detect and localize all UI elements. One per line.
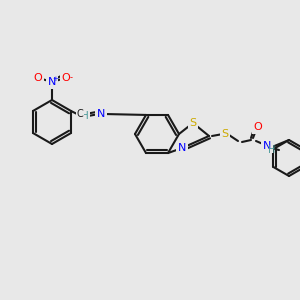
Text: O: O xyxy=(34,73,42,83)
Text: H: H xyxy=(268,145,276,155)
Text: H: H xyxy=(81,111,89,121)
Text: -: - xyxy=(70,74,73,82)
Text: O: O xyxy=(61,73,70,83)
Text: S: S xyxy=(221,129,229,139)
Text: C: C xyxy=(77,109,83,119)
Text: N: N xyxy=(263,141,271,151)
Text: S: S xyxy=(189,118,197,128)
Text: N: N xyxy=(178,143,186,153)
Text: +: + xyxy=(52,76,58,82)
Text: N: N xyxy=(97,109,105,119)
Text: O: O xyxy=(254,122,262,132)
Text: N: N xyxy=(48,77,56,87)
